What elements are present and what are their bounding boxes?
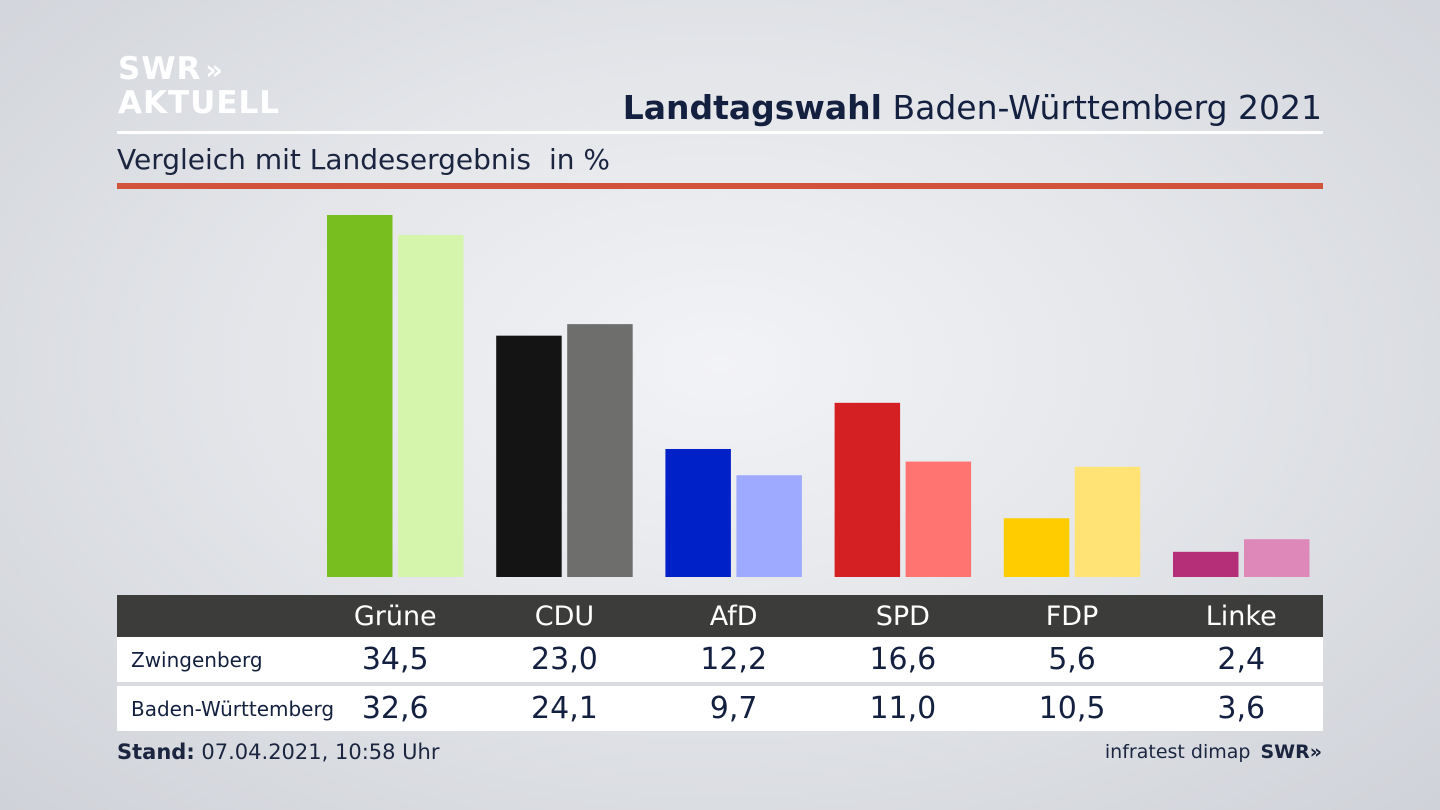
value-fdp-baden-wuerttemberg: 10,5 xyxy=(1038,691,1106,726)
column-header-spd: SPD xyxy=(875,600,930,632)
value-gruene-baden-wuerttemberg: 32,6 xyxy=(361,691,429,726)
title-rest: Baden-Württemberg 2021 xyxy=(881,88,1322,127)
value-spd-zwingenberg: 16,6 xyxy=(869,642,937,677)
logo-line2: AKTUELL xyxy=(118,85,281,121)
column-header-fdp: FDP xyxy=(1045,600,1099,632)
table-divider xyxy=(117,682,1323,686)
bar-cdu-baden-wuerttemberg xyxy=(567,324,633,577)
value-linke-zwingenberg: 2,4 xyxy=(1217,642,1266,677)
swr-aktuell-logo: SWR» AKTUELL xyxy=(118,54,280,119)
source-credit: infratest dimap SWR» xyxy=(1105,741,1322,763)
timestamp: Stand: 07.04.2021, 10:58 Uhr xyxy=(117,740,440,764)
value-cdu-baden-wuerttemberg: 24,1 xyxy=(531,691,598,726)
bar-linke-baden-wuerttemberg xyxy=(1244,539,1310,577)
unit-label: in % xyxy=(548,143,611,176)
subtitle-text: Vergleich mit Landesergebnis xyxy=(117,143,531,176)
bar-gruene-zwingenberg xyxy=(327,215,393,577)
table-row: 32,6 24,1 9,7 11,0 10,5 3,6 Baden-Württemberg xyxy=(117,686,1323,731)
row-label-baden-wuerttemberg: Baden-Württemberg xyxy=(131,696,335,721)
column-header-linke: Linke xyxy=(1205,600,1277,632)
column-header-cdu: CDU xyxy=(534,600,595,632)
subtitle-divider xyxy=(117,183,1323,189)
title-bold: Landtagswahl xyxy=(622,88,882,127)
bar-fdp-baden-wuerttemberg xyxy=(1074,466,1141,577)
column-header-gruene: Grüne xyxy=(353,600,437,632)
table-row: 34,5 23,0 12,2 16,6 5,6 2,4 Zwingenberg xyxy=(117,637,1323,682)
value-gruene-zwingenberg: 34,5 xyxy=(361,642,429,677)
value-afd-zwingenberg: 12,2 xyxy=(700,642,768,677)
table-header: Grüne CDU AfD SPD FDP Linke xyxy=(117,595,1323,637)
bar-afd-baden-wuerttemberg xyxy=(736,475,802,577)
value-linke-baden-wuerttemberg: 3,6 xyxy=(1217,691,1266,726)
value-afd-baden-wuerttemberg: 9,7 xyxy=(709,691,758,726)
subtitle: Vergleich mit Landesergebnis in % xyxy=(117,143,610,176)
stand-label: Stand: xyxy=(117,740,195,764)
bar-spd-baden-wuerttemberg xyxy=(905,461,972,577)
bar-spd-zwingenberg xyxy=(834,402,901,577)
logo-line1: SWR xyxy=(118,51,202,87)
bar-cdu-zwingenberg xyxy=(496,335,562,577)
title-divider xyxy=(117,131,1323,134)
source-name: infratest dimap xyxy=(1104,741,1251,763)
value-spd-baden-wuerttemberg: 11,0 xyxy=(869,691,937,726)
swr-brand-logo: SWR» xyxy=(1260,741,1322,763)
column-header-afd: AfD xyxy=(709,600,758,632)
page-title: Landtagswahl Baden-Württemberg 2021 xyxy=(623,88,1322,127)
value-fdp-zwingenberg: 5,6 xyxy=(1048,642,1096,677)
bar-gruene-baden-wuerttemberg xyxy=(398,234,464,578)
row-label-zwingenberg: Zwingenberg xyxy=(131,647,263,672)
stand-value: 07.04.2021, 10:58 Uhr xyxy=(194,740,440,764)
bar-fdp-zwingenberg xyxy=(1003,518,1070,577)
bar-linke-zwingenberg xyxy=(1173,551,1239,577)
bar-afd-zwingenberg xyxy=(665,448,731,577)
value-cdu-zwingenberg: 23,0 xyxy=(531,642,598,677)
